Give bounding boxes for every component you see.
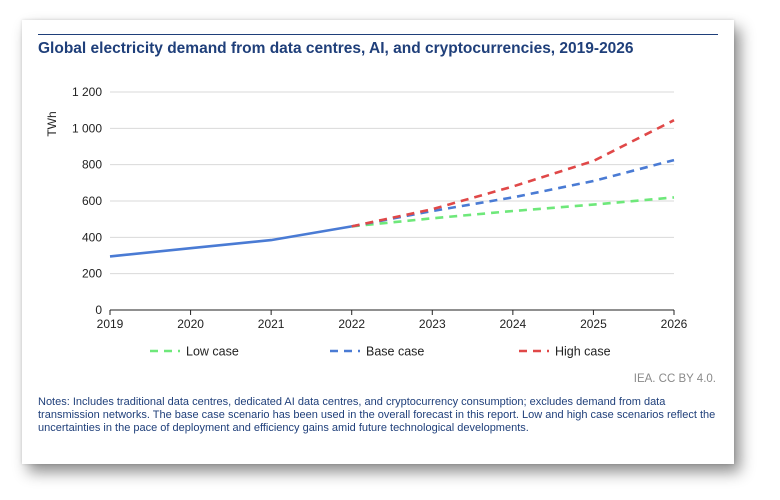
title-rule — [38, 34, 718, 35]
chart-title: Global electricity demand from data cent… — [38, 40, 634, 57]
chart-card: Global electricity demand from data cent… — [22, 20, 734, 464]
y-tick-label: 1 200 — [72, 85, 102, 99]
low-case-line — [351, 196, 675, 228]
x-tick-label: 2026 — [661, 317, 688, 331]
grid-lines — [110, 91, 674, 275]
x-tick-label: 2022 — [338, 317, 365, 331]
base-case-line — [351, 158, 675, 228]
y-tick-label: 200 — [82, 267, 102, 281]
legend: Low case Base case High case — [150, 345, 611, 359]
chart-notes: Notes: Includes traditional data centres… — [38, 396, 716, 435]
y-tick-label: 1 000 — [72, 121, 102, 135]
x-tick-label: 2025 — [580, 317, 607, 331]
y-tick-label: 400 — [82, 230, 102, 244]
y-axis-label: TWh — [45, 111, 59, 136]
y-tick-label: 0 — [95, 303, 102, 317]
x-tick-label: 2021 — [258, 317, 285, 331]
historical-line — [109, 225, 352, 258]
low-case-legend-label: Low case — [186, 345, 239, 359]
high-case-line — [351, 119, 675, 228]
y-axis-ticks: 0 200 400 600 800 1 000 1 200 — [72, 85, 102, 317]
x-axis-ticks: 2019 2020 2021 2022 2023 2024 2025 2026 — [97, 309, 688, 331]
x-tick-label: 2019 — [97, 317, 124, 331]
source-credit: IEA. CC BY 4.0. — [633, 373, 716, 385]
x-tick-label: 2020 — [177, 317, 204, 331]
y-tick-label: 600 — [82, 194, 102, 208]
x-tick-label: 2024 — [500, 317, 527, 331]
base-case-legend-label: Base case — [366, 345, 424, 359]
y-tick-label: 800 — [82, 158, 102, 172]
series-lines — [109, 119, 675, 258]
line-chart: 0 200 400 600 800 1 000 1 200 2019 2020 2021 2022… — [45, 85, 688, 359]
x-tick-label: 2023 — [419, 317, 446, 331]
high-case-legend-label: High case — [555, 345, 611, 359]
